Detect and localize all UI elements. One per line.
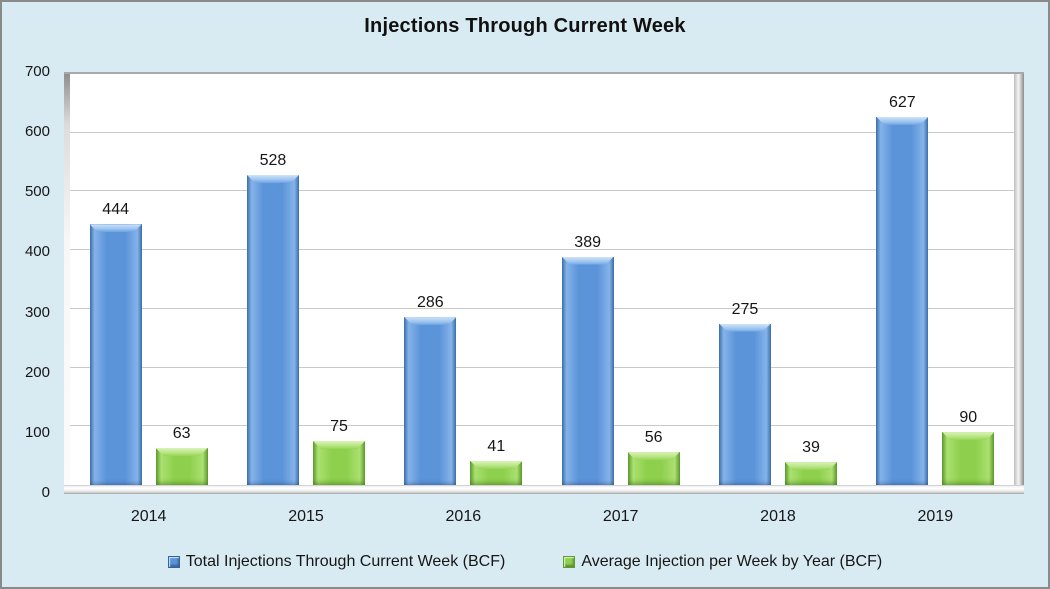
bar-series0-2016: 286 bbox=[404, 294, 457, 485]
bar-series1-2014: 63 bbox=[155, 425, 208, 485]
legend-label: Total Injections Through Current Week (B… bbox=[185, 553, 506, 570]
bar-value-label: 528 bbox=[259, 152, 287, 169]
plot-bevel-left bbox=[64, 74, 70, 494]
legend-item: Total Injections Through Current Week (B… bbox=[167, 553, 506, 571]
legend-swatch-icon bbox=[563, 556, 576, 568]
plot-bevel-bottom bbox=[64, 485, 1024, 494]
bar-series0-2018: 275 bbox=[718, 301, 771, 485]
bar-group-2017: 389 56 2017 bbox=[561, 74, 680, 525]
gridline bbox=[70, 190, 1014, 192]
bar-series1-2015: 75 bbox=[312, 418, 365, 485]
bar-value-label: 627 bbox=[888, 93, 916, 111]
bar-group-2015: 528 75 2015 bbox=[246, 74, 365, 525]
gridline bbox=[70, 249, 1014, 251]
bar-value-label: 75 bbox=[330, 417, 348, 435]
y-tick-label: 400 bbox=[24, 243, 50, 261]
y-tick-label: 300 bbox=[24, 303, 50, 321]
bar-groups: 444 63 2014 528 75 2015 286 41 2016 389 56 2017 275 3… bbox=[70, 74, 1014, 525]
legend-item: Average Injection per Week by Year (BCF) bbox=[563, 553, 882, 571]
bar-group-2019: 627 90 2019 bbox=[876, 74, 995, 525]
bar-series0-2014: 444 bbox=[89, 201, 142, 485]
plot-area: 444 63 2014 528 75 2015 286 41 2016 389 56 2017 275 3… bbox=[64, 72, 1024, 525]
plot-content: 444 63 2014 528 75 2015 286 41 2016 389 56 2017 275 3… bbox=[70, 74, 1014, 525]
gridline bbox=[70, 131, 1014, 133]
plot-bevel-right bbox=[1014, 74, 1024, 494]
bar-value-label: 56 bbox=[644, 429, 663, 447]
legend-label: Average Injection per Week by Year (BCF) bbox=[581, 553, 883, 570]
bar-series1-2017: 56 bbox=[627, 429, 680, 485]
legend-swatch-icon bbox=[167, 556, 180, 568]
bar-group-2018: 275 39 2018 bbox=[718, 74, 837, 525]
bar-series0-2017: 389 bbox=[561, 234, 614, 485]
legend: Total Injections Through Current Week (B… bbox=[2, 553, 1048, 571]
bar-value-label: 389 bbox=[574, 233, 601, 251]
y-tick-label: 500 bbox=[24, 183, 50, 201]
y-tick-label: 200 bbox=[24, 363, 50, 381]
x-tick-label: 2014 bbox=[130, 508, 167, 525]
bar-group-2014: 444 63 2014 bbox=[89, 74, 208, 525]
gridline bbox=[70, 425, 1014, 427]
bar-group-2016: 286 41 2016 bbox=[404, 74, 523, 525]
x-tick-label: 2019 bbox=[917, 508, 954, 525]
bar-value-label: 41 bbox=[487, 437, 506, 455]
bar-value-label: 63 bbox=[172, 425, 191, 443]
bar-series0-2015: 528 bbox=[246, 152, 299, 485]
bar-series1-2018: 39 bbox=[784, 439, 837, 485]
x-tick-label: 2016 bbox=[445, 508, 482, 525]
bar-series1-2016: 41 bbox=[470, 438, 523, 485]
gridline bbox=[70, 366, 1014, 368]
bar-value-label: 90 bbox=[959, 409, 978, 427]
x-tick-label: 2017 bbox=[602, 508, 639, 525]
y-tick-label: 600 bbox=[24, 123, 50, 141]
y-tick-label: 100 bbox=[24, 423, 50, 441]
x-tick-label: 2018 bbox=[760, 508, 796, 525]
bar-value-label: 444 bbox=[102, 201, 130, 219]
y-tick-label: 0 bbox=[41, 484, 50, 501]
bar-value-label: 39 bbox=[802, 439, 820, 457]
x-tick-label: 2015 bbox=[288, 508, 324, 525]
gridline bbox=[70, 307, 1014, 309]
bar-value-label: 275 bbox=[731, 300, 759, 318]
chart-title: Injections Through Current Week bbox=[364, 15, 686, 37]
y-tick-label: 700 bbox=[24, 63, 50, 80]
bar-series1-2019: 90 bbox=[942, 409, 995, 485]
bar-value-label: 286 bbox=[416, 294, 444, 312]
bar-series0-2019: 627 bbox=[876, 94, 929, 485]
